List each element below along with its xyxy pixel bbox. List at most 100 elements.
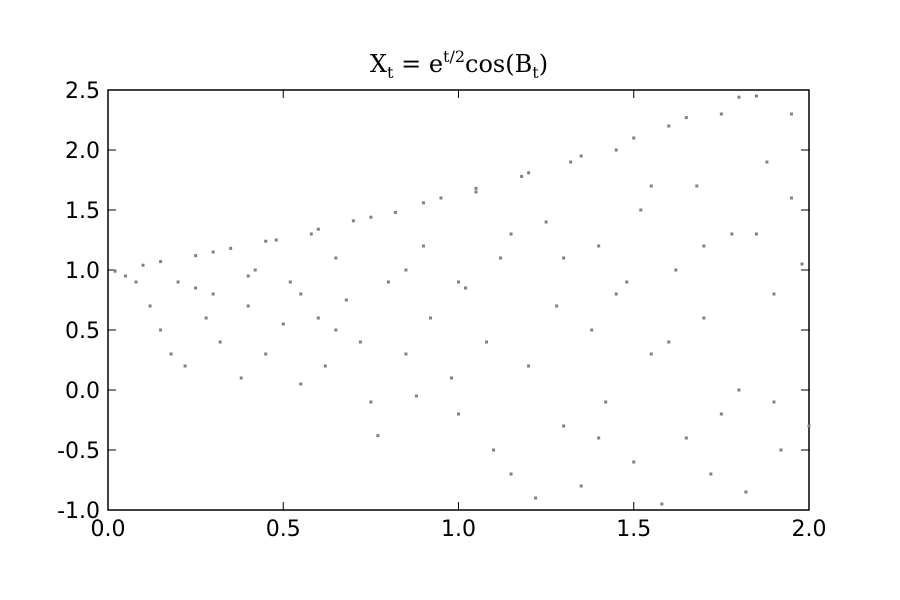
- point: [264, 239, 268, 243]
- point: [358, 340, 362, 344]
- point: [421, 201, 425, 205]
- point: [789, 196, 793, 200]
- point: [414, 394, 418, 398]
- point: [183, 364, 187, 368]
- point: [344, 298, 348, 302]
- point: [281, 322, 285, 326]
- point: [404, 352, 408, 356]
- point: [124, 274, 128, 278]
- x-tick-label: 1.0: [441, 517, 476, 542]
- point: [737, 388, 741, 392]
- point: [439, 196, 443, 200]
- point: [527, 171, 531, 175]
- point: [509, 232, 513, 236]
- point: [334, 328, 338, 332]
- point: [134, 280, 138, 284]
- point: [527, 364, 531, 368]
- point: [765, 160, 769, 164]
- point: [474, 186, 478, 190]
- point: [492, 448, 496, 452]
- point: [702, 316, 706, 320]
- point: [632, 136, 636, 140]
- point: [376, 434, 380, 438]
- point: [299, 382, 303, 386]
- point: [744, 490, 748, 494]
- point: [404, 268, 408, 272]
- point: [369, 215, 373, 219]
- point: [534, 496, 538, 500]
- point: [264, 352, 268, 356]
- point: [579, 154, 583, 158]
- point: [211, 250, 215, 254]
- point: [597, 436, 601, 440]
- point: [239, 376, 243, 380]
- point: [299, 292, 303, 296]
- point: [253, 268, 257, 272]
- point: [499, 256, 503, 260]
- point: [323, 364, 327, 368]
- x-tick-label: 1.5: [616, 517, 651, 542]
- y-tick-label: 0.0: [65, 379, 100, 404]
- point: [449, 376, 453, 380]
- point: [204, 316, 208, 320]
- point: [485, 340, 489, 344]
- point: [639, 208, 643, 212]
- point: [316, 316, 320, 320]
- y-tick-label: 2.0: [65, 139, 100, 164]
- point: [719, 412, 723, 416]
- point: [194, 286, 198, 290]
- x-tick-label: 0.0: [91, 517, 126, 542]
- x-tick-label: 0.5: [266, 517, 301, 542]
- point: [674, 268, 678, 272]
- x-tick-label: 2.0: [792, 517, 827, 542]
- point: [660, 502, 664, 506]
- point: [800, 262, 804, 266]
- y-tick-label: -1.0: [57, 499, 100, 524]
- plot-frame: [107, 89, 810, 511]
- point: [807, 424, 811, 428]
- point: [218, 340, 222, 344]
- point: [789, 112, 793, 116]
- y-tick-label: 1.0: [65, 259, 100, 284]
- point: [520, 174, 524, 178]
- point: [148, 304, 152, 308]
- point: [737, 95, 741, 99]
- point: [632, 460, 636, 464]
- point: [351, 219, 355, 223]
- point: [464, 286, 468, 290]
- point: [709, 472, 713, 476]
- point: [474, 190, 478, 194]
- point: [457, 280, 460, 284]
- point: [719, 112, 723, 116]
- point: [649, 184, 653, 188]
- point: [597, 244, 601, 248]
- point: [772, 400, 776, 404]
- y-tick-label: 0.5: [65, 319, 100, 344]
- point: [625, 280, 629, 284]
- point: [309, 232, 313, 236]
- point: [386, 280, 390, 284]
- point: [428, 316, 432, 320]
- point: [274, 238, 278, 242]
- point: [614, 148, 618, 152]
- point: [369, 400, 373, 404]
- point: [562, 424, 566, 428]
- chart-title: Xt​ = et/2​cos(Bt​): [370, 47, 548, 82]
- point: [169, 352, 173, 356]
- point: [684, 436, 688, 440]
- point: [246, 274, 250, 278]
- point: [684, 116, 688, 120]
- point: [334, 256, 338, 260]
- point: [579, 484, 583, 488]
- point: [544, 220, 548, 224]
- point: [614, 292, 618, 296]
- point: [754, 232, 758, 236]
- point: [113, 269, 117, 273]
- point: [393, 210, 397, 214]
- point: [754, 94, 758, 98]
- point: [509, 472, 513, 476]
- point: [316, 227, 320, 231]
- point: [667, 124, 671, 128]
- point: [702, 244, 706, 248]
